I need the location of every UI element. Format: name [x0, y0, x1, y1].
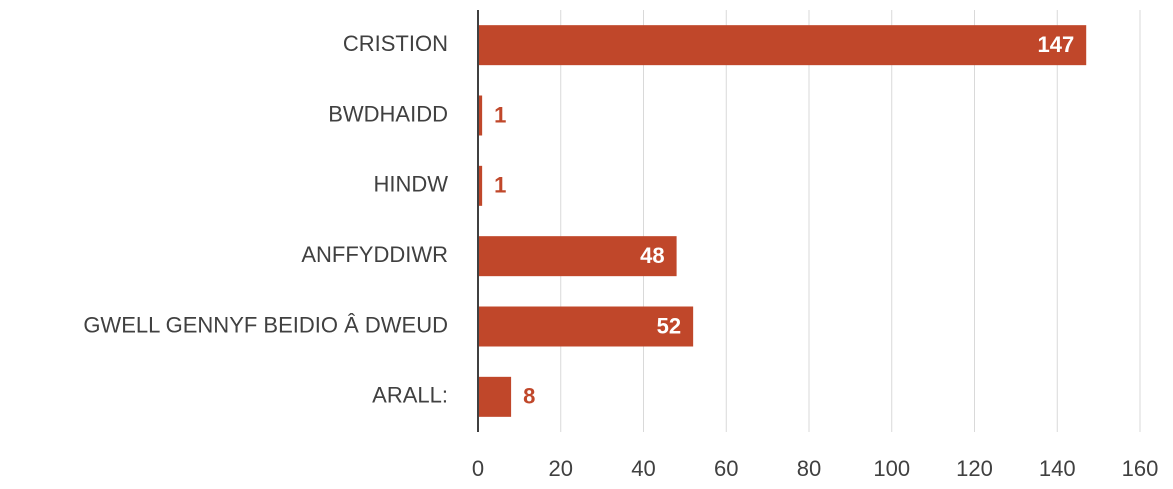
y-tick-label: ARALL: — [372, 383, 448, 408]
x-tick-label: 40 — [631, 456, 655, 481]
data-label: 8 — [523, 384, 535, 409]
data-label: 1 — [494, 173, 506, 198]
bar — [478, 306, 694, 347]
x-tick-label: 80 — [797, 456, 821, 481]
bar — [478, 236, 677, 277]
x-tick-label: 120 — [956, 456, 993, 481]
x-tick-label: 0 — [472, 456, 484, 481]
x-tick-label: 140 — [1039, 456, 1076, 481]
y-tick-label: HINDW — [373, 172, 448, 197]
bar — [478, 25, 1087, 66]
x-tick-label: 100 — [873, 456, 910, 481]
x-tick-label: 60 — [714, 456, 738, 481]
y-tick-label: GWELL GENNYF BEIDIO Â DWEUD — [83, 312, 448, 337]
data-label: 1 — [494, 102, 506, 127]
x-tick-label: 20 — [549, 456, 573, 481]
y-tick-label: ANFFYDDIWR — [301, 242, 448, 267]
bar — [478, 165, 483, 206]
x-tick-label: 160 — [1122, 456, 1159, 481]
bar — [478, 376, 512, 417]
y-tick-label: BWDHAIDD — [328, 101, 448, 126]
data-label: 52 — [657, 313, 681, 338]
data-label: 147 — [1037, 32, 1074, 57]
data-label: 48 — [640, 243, 664, 268]
bar — [478, 95, 483, 136]
y-tick-label: CRISTION — [343, 31, 448, 56]
